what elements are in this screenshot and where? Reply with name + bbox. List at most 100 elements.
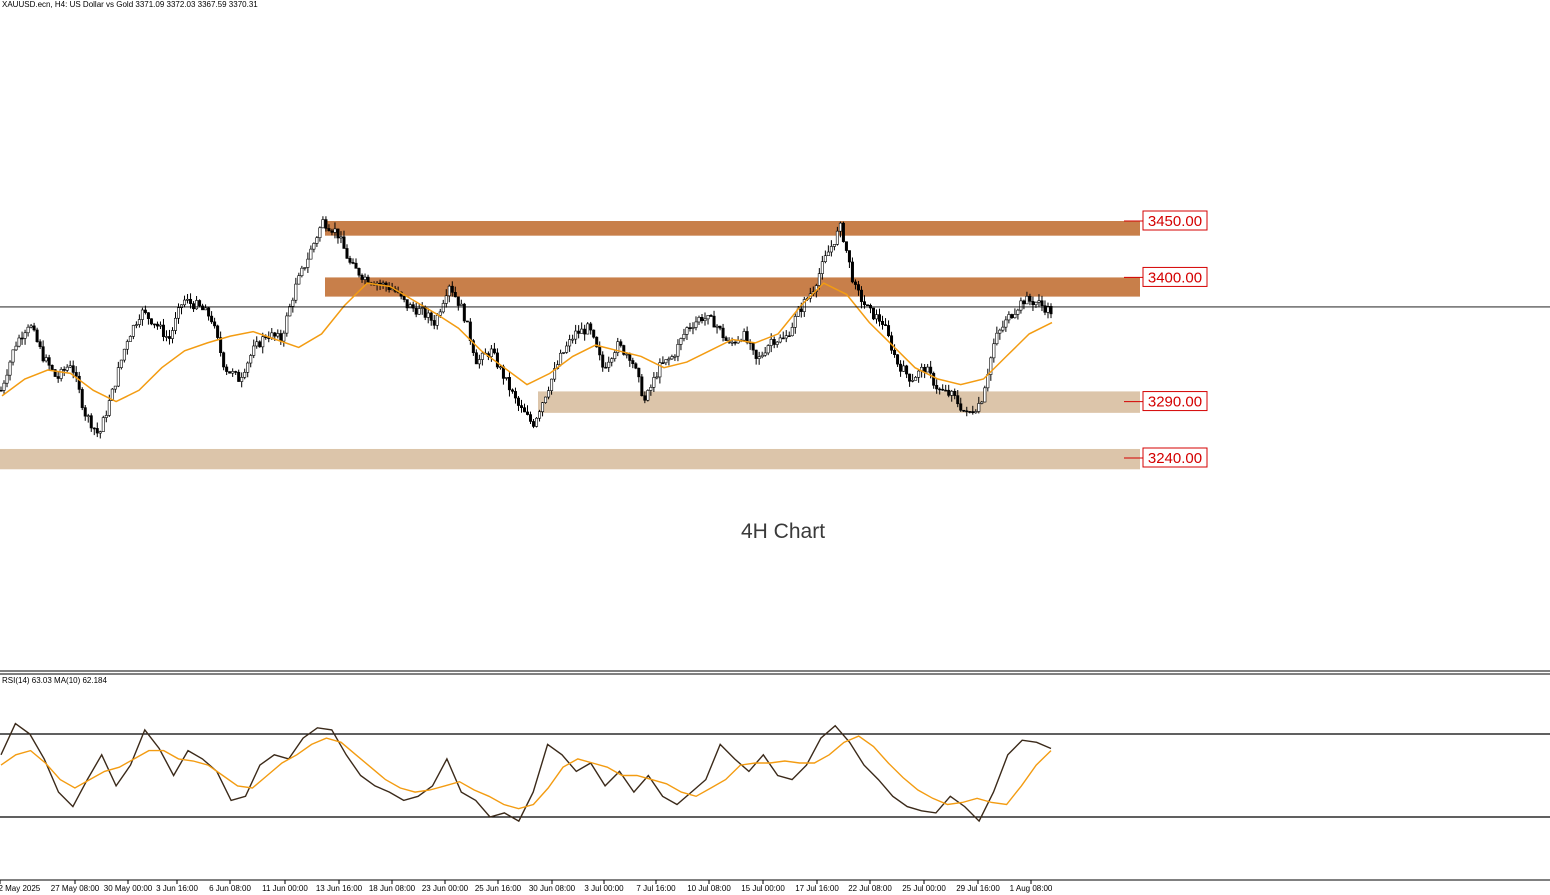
candle-body [288,306,292,317]
candle-body [835,230,839,245]
candle-body [231,371,235,374]
candle-body [905,365,909,375]
candle-body [781,337,785,340]
candle-body [456,296,460,306]
candle-body [516,397,520,406]
candle-body [998,329,1002,334]
candle-body [303,267,307,269]
candle-body [914,377,918,381]
candle-body [462,303,466,322]
candle-body [529,414,533,422]
candle-body [122,348,126,361]
candle-body [1034,301,1038,306]
candle-body [733,341,737,344]
candle-body [330,230,334,233]
candle-body [667,358,671,361]
candle-body [420,307,424,309]
candle-body [441,303,445,313]
candle-body [865,304,869,307]
candle-body [763,352,767,356]
time-tick-label: 15 Jul 00:00 [741,884,785,893]
candle-body [246,362,250,373]
candle-body [1043,305,1047,313]
candle-body [947,389,951,396]
candle-body [0,389,3,392]
candle-body [92,427,96,430]
candle-body [917,370,921,378]
candle-body [146,312,150,319]
candle-body [107,400,111,416]
candle-body [276,333,280,337]
zone-support-3290 [538,391,1140,413]
candle-body [198,300,202,307]
candle-body [513,391,517,399]
candle-body [992,343,996,359]
candle-body [703,318,707,321]
candle-body [751,342,755,351]
candle-body [655,376,659,379]
candle-body [273,332,277,337]
candle-body [983,387,987,403]
candle-body [622,345,626,355]
candle-body [1022,300,1026,305]
candle-body [23,332,27,339]
time-tick-label: 22 May 2025 [0,884,41,893]
candle-body [149,318,153,325]
candle-body [859,289,863,302]
candle-body [613,352,617,359]
candle-body [116,367,120,387]
candle-body [119,359,123,368]
candle-body [1013,314,1017,319]
candle-body [926,366,930,373]
candle-body [498,366,502,369]
candle-body [104,415,108,418]
candle-body [354,262,358,269]
zone-resistance-3450 [325,221,1140,236]
candle-body [201,305,205,311]
candle-body [360,274,364,280]
candle-body [495,352,499,368]
candle-body [14,345,18,351]
candle-body [237,371,241,382]
candle-body [823,255,827,262]
candle-body [911,380,915,382]
candle-body [875,314,879,320]
candle-body [607,361,611,368]
candle-body [402,295,406,300]
candle-body [634,363,638,369]
candle-body [977,403,981,412]
candle-body [56,376,60,379]
candle-body [829,246,833,253]
candle-body [363,276,367,280]
candle-body [41,346,45,362]
candle-body [559,352,563,365]
candle-body [459,303,463,306]
candle-body [186,298,190,301]
candle-body [929,366,933,374]
candle-body [417,308,421,315]
candle-body [255,341,259,347]
candle-body [432,320,436,326]
candle-body [550,378,554,391]
candle-body [468,321,472,341]
candle-body [74,372,78,377]
candle-body [697,317,701,323]
candle-body [661,362,665,364]
candle-body [535,417,539,427]
candle-body [793,316,797,328]
candle-body [167,336,171,339]
candle-body [938,388,942,391]
candle-body [345,248,349,259]
candle-body [83,407,87,417]
candle-body [526,411,530,415]
candle-body [95,428,99,434]
candle-body [65,366,69,371]
candle-body [243,372,247,378]
candle-body [616,341,620,353]
time-tick-label: 27 May 08:00 [51,884,100,893]
candle-body [871,307,875,320]
candle-body [228,371,232,374]
candle-body [219,337,223,353]
candle-body [847,250,851,263]
